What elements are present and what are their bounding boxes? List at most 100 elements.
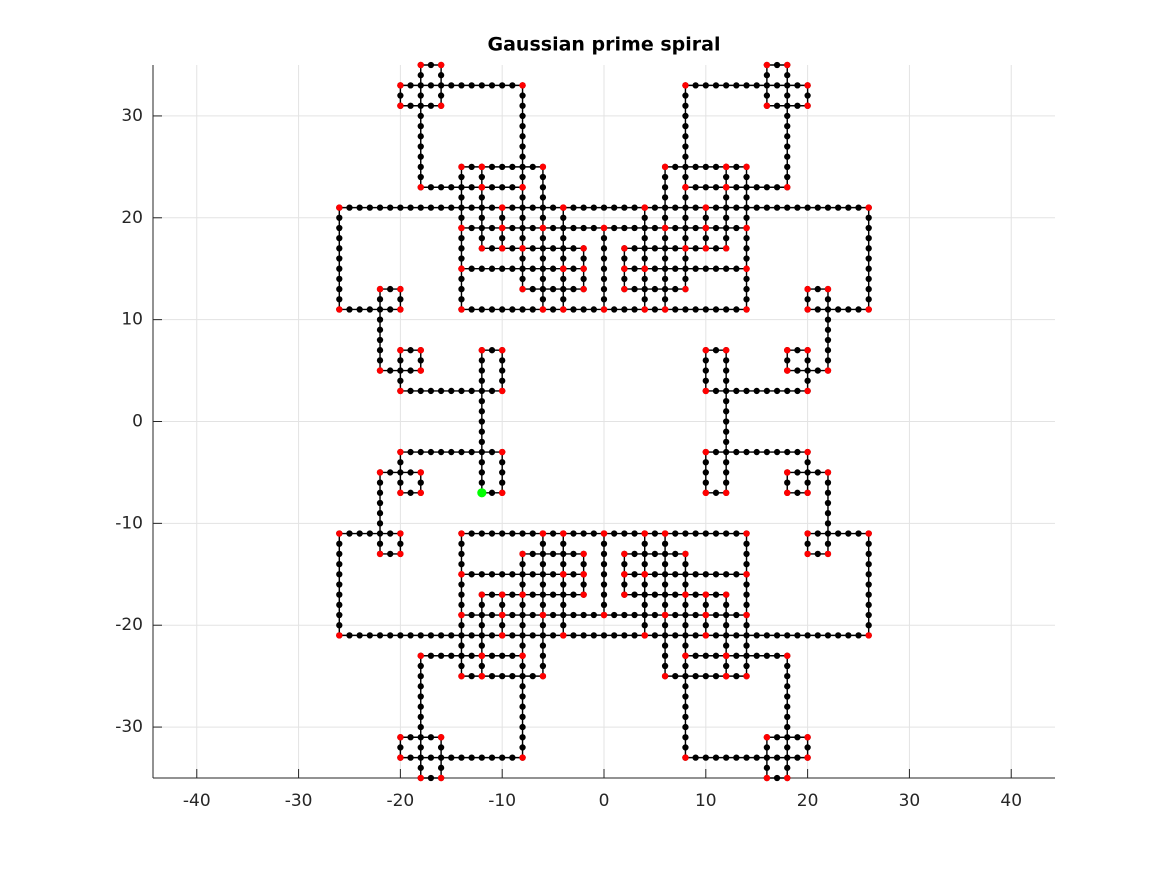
prime-point bbox=[580, 571, 587, 578]
prime-point bbox=[661, 306, 669, 313]
y-tick-label: -20 bbox=[115, 615, 143, 635]
prime-point bbox=[478, 184, 486, 191]
prime-point bbox=[865, 204, 872, 211]
prime-point bbox=[539, 224, 547, 232]
prime-point bbox=[784, 774, 791, 782]
prime-point bbox=[580, 591, 587, 598]
prime-point bbox=[743, 672, 750, 680]
x-tick-label: 40 bbox=[1000, 791, 1022, 811]
prime-point bbox=[397, 285, 404, 293]
y-tick-label: 20 bbox=[121, 208, 143, 228]
x-tick-label: 10 bbox=[695, 791, 717, 811]
prime-point bbox=[661, 224, 669, 232]
prime-point bbox=[804, 82, 811, 89]
y-tick-label: -10 bbox=[115, 513, 143, 533]
x-tick-label: -40 bbox=[183, 791, 211, 811]
prime-point bbox=[743, 306, 750, 313]
prime-point bbox=[743, 163, 750, 171]
prime-point bbox=[621, 265, 628, 272]
prime-point bbox=[702, 347, 710, 354]
prime-point bbox=[702, 448, 710, 456]
prime-point bbox=[621, 591, 628, 598]
prime-point bbox=[641, 632, 648, 639]
prime-point bbox=[498, 387, 506, 395]
prime-point bbox=[661, 672, 669, 680]
prime-point bbox=[397, 530, 404, 537]
prime-point bbox=[722, 245, 730, 252]
y-tick-label: 0 bbox=[132, 412, 143, 432]
prime-point bbox=[498, 224, 506, 232]
plot-area bbox=[336, 61, 872, 782]
prime-point bbox=[498, 204, 506, 211]
prime-point bbox=[397, 306, 404, 313]
prime-point bbox=[682, 652, 689, 659]
prime-point bbox=[621, 550, 628, 558]
prime-point bbox=[682, 82, 689, 89]
prime-point bbox=[743, 611, 750, 619]
prime-point bbox=[539, 672, 547, 680]
prime-point bbox=[498, 448, 506, 456]
prime-point bbox=[702, 632, 710, 639]
prime-point bbox=[804, 448, 811, 456]
prime-point bbox=[784, 61, 791, 69]
prime-point bbox=[702, 591, 710, 598]
prime-point bbox=[478, 652, 486, 659]
prime-point bbox=[580, 245, 587, 252]
prime-point bbox=[397, 102, 404, 109]
prime-point bbox=[376, 285, 384, 293]
prime-point bbox=[743, 571, 750, 578]
prime-point bbox=[417, 367, 424, 374]
prime-point bbox=[763, 102, 771, 109]
prime-point bbox=[458, 611, 465, 619]
prime-point bbox=[621, 285, 628, 293]
prime-point bbox=[600, 530, 608, 537]
prime-point bbox=[621, 245, 628, 252]
prime-point bbox=[539, 163, 547, 171]
prime-point bbox=[458, 672, 465, 680]
prime-point bbox=[376, 367, 384, 374]
prime-point bbox=[539, 306, 547, 313]
prime-point bbox=[336, 632, 343, 639]
prime-point bbox=[722, 591, 730, 598]
prime-point bbox=[682, 285, 689, 293]
chart-title: Gaussian prime spiral bbox=[488, 34, 721, 56]
prime-point bbox=[417, 774, 424, 782]
prime-point bbox=[804, 387, 811, 395]
x-tick-label: 0 bbox=[599, 791, 610, 811]
prime-point bbox=[722, 163, 730, 171]
prime-point bbox=[336, 530, 343, 537]
prime-point bbox=[641, 530, 648, 537]
prime-point bbox=[560, 265, 567, 272]
prime-point bbox=[763, 61, 771, 69]
prime-point bbox=[784, 367, 791, 374]
prime-point bbox=[784, 652, 791, 659]
prime-point bbox=[498, 245, 506, 252]
prime-point bbox=[458, 306, 465, 313]
prime-point bbox=[397, 734, 404, 741]
prime-point bbox=[519, 652, 526, 659]
prime-point bbox=[682, 591, 689, 598]
prime-point bbox=[437, 61, 445, 69]
prime-point bbox=[600, 611, 608, 619]
prime-point bbox=[865, 306, 872, 313]
prime-point bbox=[600, 306, 608, 313]
prime-point bbox=[824, 550, 832, 558]
prime-point bbox=[865, 632, 872, 639]
prime-point bbox=[498, 611, 506, 619]
prime-point bbox=[580, 265, 587, 272]
prime-point bbox=[519, 245, 526, 252]
prime-point bbox=[743, 265, 750, 272]
prime-point bbox=[784, 347, 791, 354]
prime-point bbox=[824, 469, 832, 476]
prime-point bbox=[784, 184, 791, 191]
prime-point bbox=[560, 632, 567, 639]
prime-point bbox=[743, 224, 750, 232]
prime-point bbox=[784, 469, 791, 476]
prime-point bbox=[804, 285, 811, 293]
x-tick-label: 30 bbox=[899, 791, 921, 811]
prime-point bbox=[519, 550, 526, 558]
prime-point bbox=[498, 591, 506, 598]
grid bbox=[153, 65, 1055, 778]
